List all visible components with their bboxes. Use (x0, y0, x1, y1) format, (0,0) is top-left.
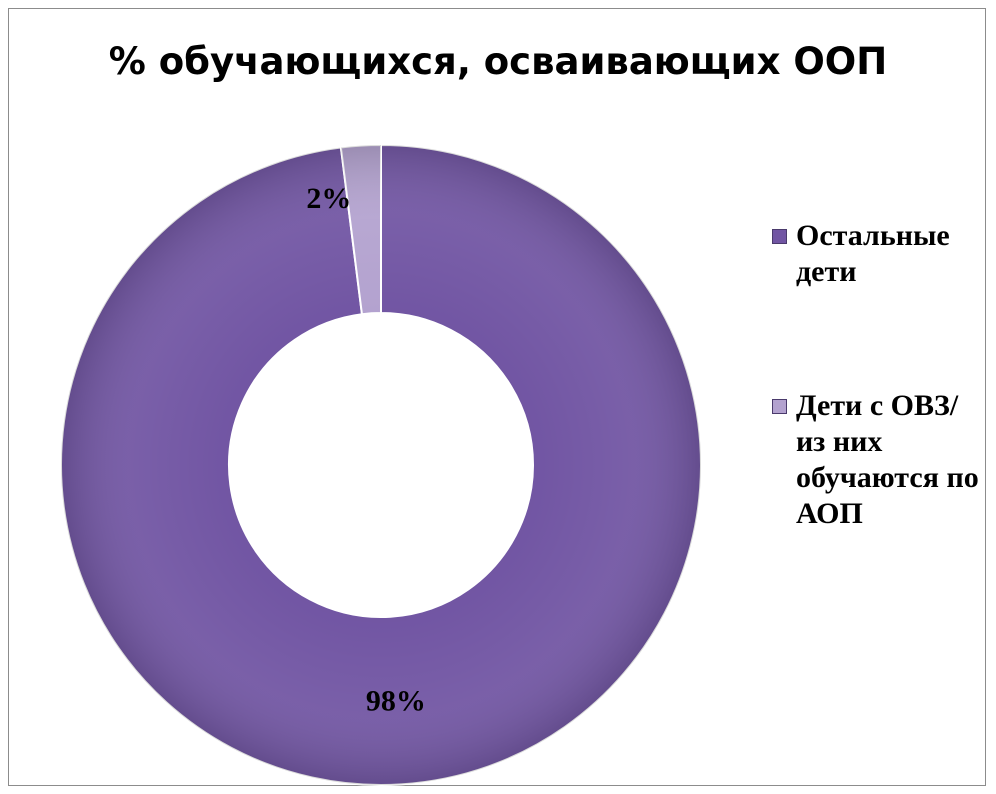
donut-slice-shade-ovz (340, 145, 381, 315)
legend: Остальные дети Дети с ОВЗ/ из них обучаю… (770, 218, 990, 532)
slice-label-ovz: 2% (306, 182, 351, 215)
legend-label-ovz: Дети с ОВЗ/ из них обучаются по АОП (796, 389, 979, 530)
legend-item-others: Остальные дети (770, 218, 990, 290)
legend-item-ovz: Дети с ОВЗ/ из них обучаются по АОП (770, 388, 990, 532)
donut-slices (60, 143, 702, 786)
chart-title: % обучающихся, осваивающих ООП (108, 40, 888, 83)
donut-slice-labels: 98% 2% (306, 182, 425, 717)
legend-label-others: Остальные дети (796, 219, 950, 288)
legend-swatch-others (772, 229, 787, 244)
legend-swatch-ovz (772, 399, 787, 414)
donut-slice-shade-others (61, 145, 701, 785)
slice-label-others: 98% (366, 685, 426, 718)
